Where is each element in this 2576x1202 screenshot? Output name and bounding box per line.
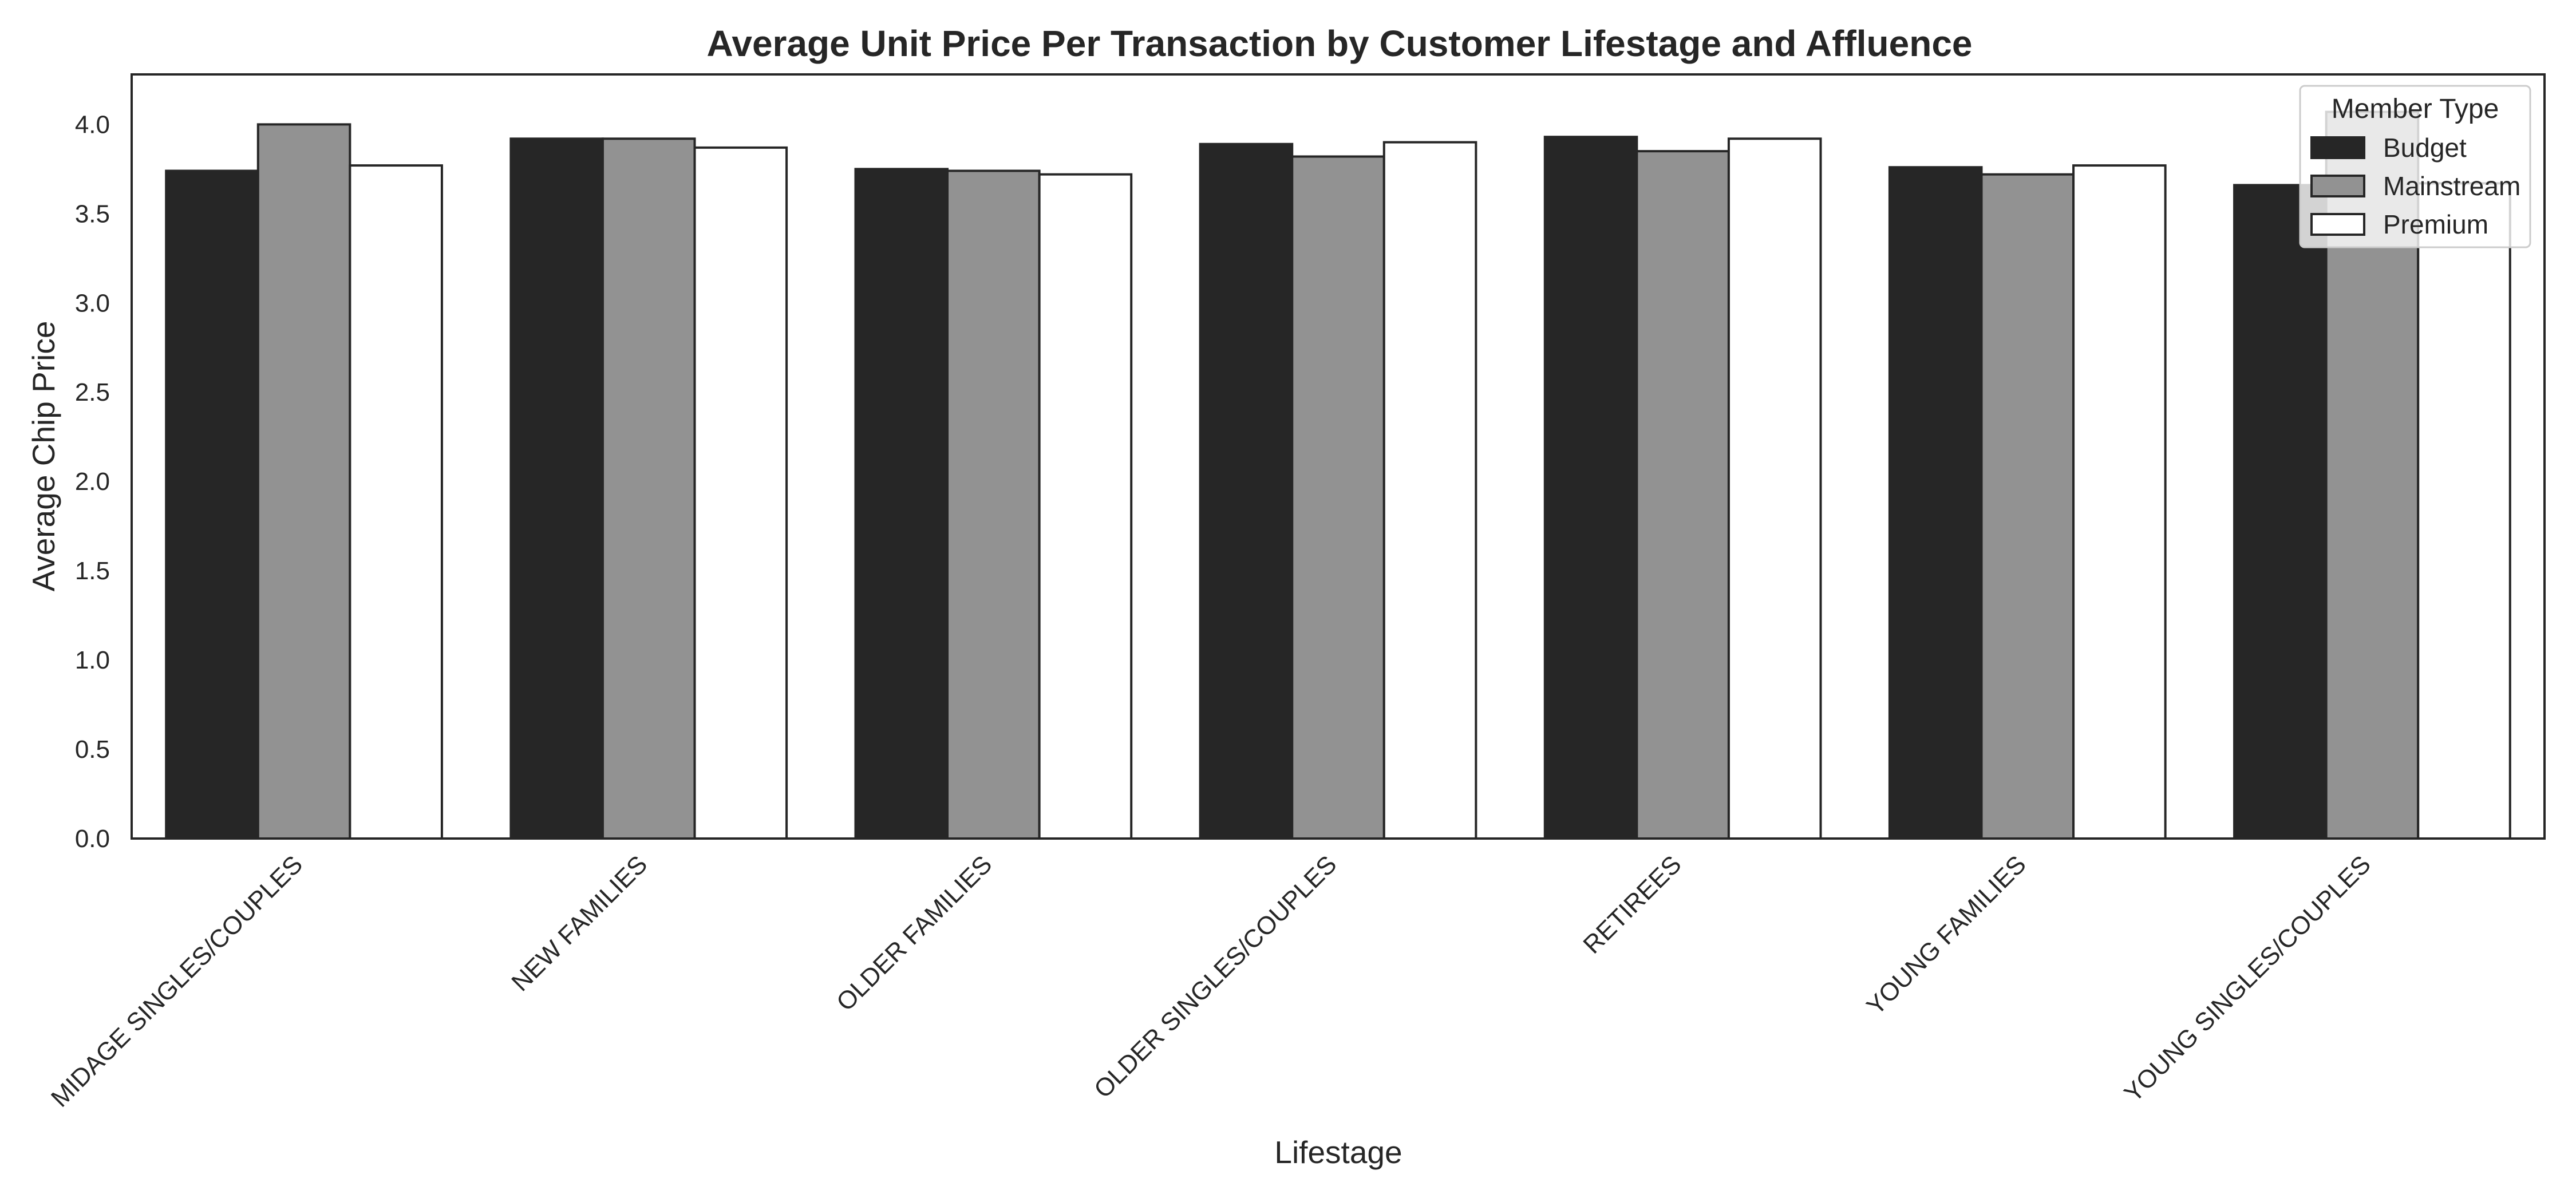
- bar-budget-7: [2233, 184, 2328, 840]
- legend-label-mainstream: Mainstream: [2383, 171, 2520, 201]
- bar-premium-2: [693, 146, 788, 840]
- legend-label-budget: Budget: [2383, 133, 2467, 163]
- bar-mainstream-1: [256, 123, 351, 840]
- bars-layer: [165, 110, 2511, 840]
- x-tick-label: MIDAGE SINGLES/COUPLES: [46, 850, 308, 1112]
- bar-mainstream-3: [946, 169, 1041, 840]
- y-axis-ticks: 0.0 0.5 1.0 1.5 2.0 2.5 3.0 3.5 4.0: [75, 110, 110, 853]
- x-tick-label: RETIREES: [1578, 850, 1686, 959]
- y-axis-label: Average Chip Price: [26, 321, 61, 592]
- bar-budget-6: [1888, 166, 1983, 840]
- legend-box: [2299, 85, 2531, 248]
- bar-mainstream-6: [1980, 173, 2075, 840]
- x-axis-label: Lifestage: [1274, 1134, 1402, 1170]
- y-tick-label: 1.5: [75, 557, 110, 585]
- bar-budget-5: [1543, 136, 1638, 840]
- x-axis-ticks: MIDAGE SINGLES/COUPLES NEW FAMILIES OLDER …: [46, 850, 2376, 1112]
- bar-premium-3: [1038, 173, 1133, 840]
- y-tick-label: 2.5: [75, 378, 110, 406]
- bar-budget-1: [165, 169, 259, 840]
- chart-title: Average Unit Price Per Transaction by Cu…: [707, 23, 1973, 64]
- bar-budget-4: [1199, 143, 1294, 840]
- bar-mainstream-2: [601, 137, 696, 840]
- bar-premium-7: [2417, 182, 2511, 840]
- y-tick-label: 0.5: [75, 736, 110, 764]
- y-tick-label: 1.0: [75, 646, 110, 674]
- y-tick-label: 0.0: [75, 825, 110, 853]
- legend-swatch-budget: [2310, 136, 2365, 159]
- bar-mainstream-5: [1635, 150, 1730, 840]
- bar-budget-3: [854, 168, 949, 840]
- x-tick-label: YOUNG FAMILIES: [1861, 850, 2031, 1020]
- legend-swatch-premium: [2310, 213, 2365, 236]
- legend-title: Member Type: [2332, 94, 2499, 124]
- bar-premium-1: [349, 164, 443, 840]
- bar-premium-6: [2072, 164, 2167, 840]
- bar-mainstream-4: [1291, 155, 1385, 840]
- x-tick-label: YOUNG SINGLES/COUPLES: [2119, 850, 2376, 1108]
- y-tick-label: 3.5: [75, 200, 110, 228]
- bar-premium-4: [1382, 141, 1477, 840]
- legend-label-premium: Premium: [2383, 209, 2488, 239]
- x-tick-label: OLDER SINGLES/COUPLES: [1089, 850, 1342, 1104]
- legend: Member Type Budget Mainstream Premium: [2299, 85, 2531, 248]
- bar-premium-5: [1727, 137, 1822, 840]
- y-tick-label: 2.0: [75, 468, 110, 496]
- x-tick-label: NEW FAMILIES: [506, 850, 653, 997]
- x-tick-label: OLDER FAMILIES: [831, 850, 998, 1017]
- legend-swatch-mainstream: [2310, 175, 2365, 197]
- plot-frame: [131, 73, 2546, 840]
- y-tick-label: 3.0: [75, 289, 110, 317]
- y-tick-label: 4.0: [75, 110, 110, 139]
- bar-budget-2: [509, 137, 604, 840]
